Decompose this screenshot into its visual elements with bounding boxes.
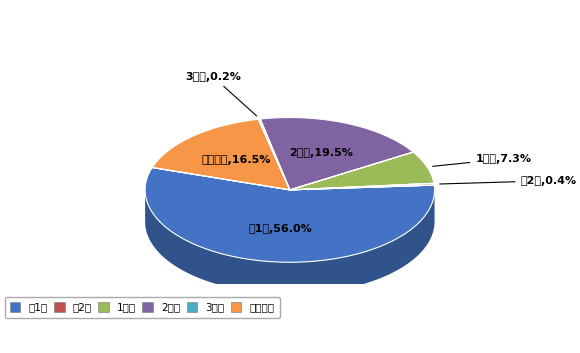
Text: 1등급,7.3%: 1등급,7.3% — [433, 154, 531, 166]
Polygon shape — [145, 168, 434, 262]
Polygon shape — [290, 183, 434, 190]
Text: 2등급,19.5%: 2등급,19.5% — [289, 148, 353, 158]
Polygon shape — [290, 152, 434, 190]
Polygon shape — [259, 119, 290, 190]
Polygon shape — [145, 190, 434, 294]
Text: 3등급,0.2%: 3등급,0.2% — [185, 72, 256, 116]
Text: 특1급,56.0%: 특1급,56.0% — [248, 225, 312, 234]
Polygon shape — [260, 118, 413, 190]
Text: 특2급,0.4%: 특2급,0.4% — [440, 176, 577, 186]
Polygon shape — [152, 119, 290, 190]
Legend: 특1급, 특2급, 1등급, 2등급, 3등급, 등급미정: 특1급, 특2급, 1등급, 2등급, 3등급, 등급미정 — [5, 297, 280, 318]
Text: 등급미정,16.5%: 등급미정,16.5% — [202, 155, 271, 166]
